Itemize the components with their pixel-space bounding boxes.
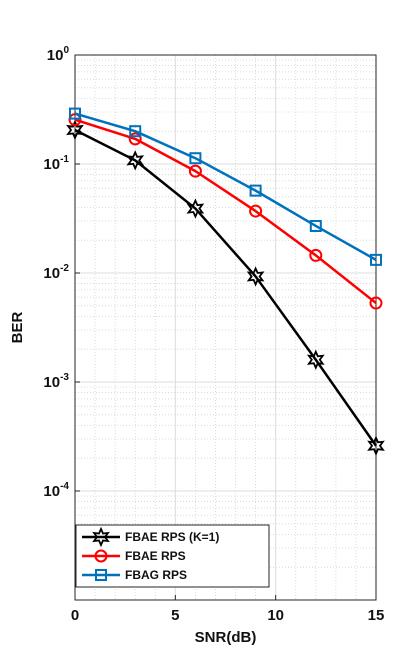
data-point [367,435,385,457]
legend-label: FBAE RPS [125,549,186,563]
data-point [128,132,142,146]
legend-label: FBAG RPS [125,568,187,582]
data-point [249,184,262,197]
y-tick-exponent: 0 [63,45,69,56]
data-point [186,198,205,219]
series-line [74,118,377,305]
series-2 [68,113,383,310]
y-tick-exponent: -1 [60,154,69,165]
y-tick-label: 10-1 [43,154,69,173]
data-point [370,253,382,266]
y-tick-exponent: -3 [60,372,69,383]
y-tick-base: 10 [47,47,64,64]
data-point [129,125,142,138]
data-point [309,248,323,262]
series-3 [69,107,382,266]
data-point [246,266,265,287]
series-line [74,128,378,447]
x-tick-label: 15 [368,607,385,624]
series-line [74,112,377,261]
y-tick-label: 100 [47,45,70,64]
legend-entry: FBAE RPS (K=1) [82,526,219,548]
data-point [126,150,145,171]
legend-marker [95,569,107,581]
data-point [249,204,263,218]
data-point [188,164,202,178]
x-tick-label: 10 [267,607,284,624]
y-tick-base: 10 [43,483,60,500]
y-tick-label: 10-3 [43,372,69,391]
legend-marker [94,549,108,563]
y-tick-base: 10 [43,265,60,282]
y-tick-base: 10 [43,156,60,173]
x-tick-label: 0 [71,607,79,624]
data-point [189,152,202,165]
data-point [369,296,383,310]
x-axis-label: SNR(dB) [195,629,257,646]
grid [74,54,377,600]
y-tick-base: 10 [43,374,60,391]
y-axis-label: BER [9,311,26,343]
series [66,107,385,457]
y-tick-exponent: -4 [60,481,69,492]
legend-entry: FBAG RPS [82,568,187,582]
data-point [309,219,322,232]
data-point [306,349,325,370]
series-1 [66,119,385,457]
x-tick-label: 5 [171,607,179,624]
data-point [69,107,81,120]
legend: FBAE RPS (K=1) FBAE RPS FBAG RPS [75,524,270,588]
legend-marker [92,526,110,548]
data-point [66,119,84,141]
plot-frame [74,54,377,601]
legend-label: FBAE RPS (K=1) [125,530,219,544]
y-tick-label: 10-2 [43,263,69,282]
y-tick-label: 10-4 [43,481,69,500]
y-tick-exponent: -2 [60,263,69,274]
x-axis-ticks: 0 5 10 15 [71,595,385,624]
legend-entry: FBAE RPS [82,549,186,563]
